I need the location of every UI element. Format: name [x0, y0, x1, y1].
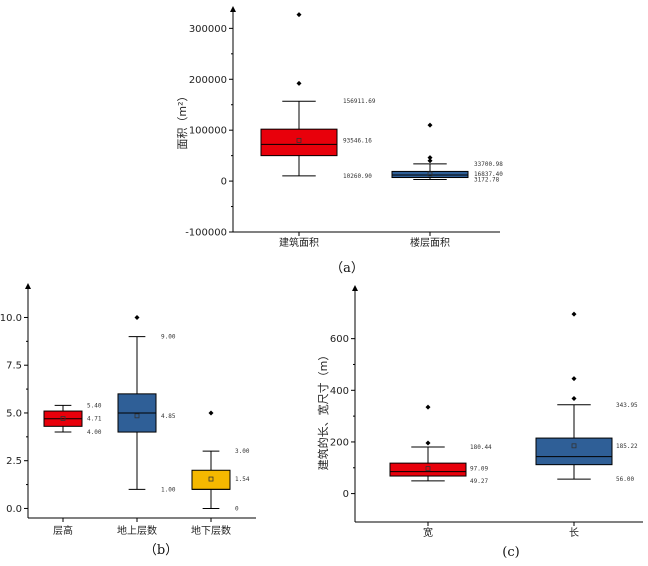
- label-lower-whisker: 10260.90: [343, 173, 372, 180]
- category-label: 地下层数: [191, 524, 231, 537]
- box-建筑面积: 建筑面积 156911.69 93546.16 10260.90: [260, 12, 376, 249]
- label-mean: 1.54: [235, 476, 250, 483]
- outlier-point: [296, 80, 302, 86]
- mean-marker: [208, 476, 214, 482]
- outlier-point: [296, 12, 302, 18]
- label-upper-whisker: 5.40: [87, 402, 102, 409]
- label-lower-whisker: 3172.78: [474, 176, 500, 183]
- mean-marker: [296, 137, 302, 143]
- panel-label: (c): [502, 545, 519, 560]
- label-upper-whisker: 180.44: [470, 444, 492, 451]
- category-label: 长: [569, 527, 579, 539]
- box-层高: 层高 5.40 4.71 4.00: [43, 402, 102, 537]
- mean-marker: [571, 443, 577, 449]
- label-upper-whisker: 343.95: [616, 402, 638, 409]
- label-mean: 93546.16: [343, 137, 372, 144]
- outlier-point: [571, 376, 577, 382]
- label-mean: 185.22: [616, 443, 638, 450]
- y-tick-label: 600: [330, 334, 349, 345]
- label-mean: 16837.40: [474, 171, 503, 178]
- iqr-box: [535, 437, 613, 466]
- label-mean: 97.09: [470, 466, 488, 473]
- y-tick-label: 2.5: [6, 456, 22, 467]
- mean-marker: [134, 413, 140, 419]
- box-地上层数: 地上层数 9.00 4.85 1.00: [117, 314, 176, 537]
- outlier-point: [425, 404, 431, 410]
- iqr-box: [391, 170, 469, 179]
- label-upper-whisker: 33700.98: [474, 161, 503, 168]
- label-lower-whisker: 0: [235, 505, 239, 512]
- panel-a: -100000 0 100000 200000 300000 面积（m²） 建筑面积 1569…: [176, 6, 503, 276]
- y-axis-arrow: [352, 285, 358, 291]
- y-axis-label: 建筑的长、宽尺寸（m）: [316, 350, 330, 471]
- y-tick-label: 0: [343, 489, 349, 500]
- mean-marker: [427, 171, 433, 177]
- category-label: 宽: [423, 526, 433, 539]
- category-label: 层高: [53, 524, 73, 537]
- y-tick-label: 200000: [189, 75, 227, 86]
- panel-label: （b）: [144, 543, 178, 558]
- panel-b: 0.0 2.5 5.0 7.5 10.0 层高 5.40 4.71 4.00 地上层数 9.00 4.…: [0, 283, 256, 558]
- outlier-point: [425, 440, 431, 446]
- label-upper-whisker: 9.00: [161, 334, 176, 341]
- label-lower-whisker: 1.00: [161, 486, 176, 493]
- panel-label: （a）: [330, 261, 364, 276]
- label-mean: 4.85: [161, 413, 176, 420]
- category-label: 建筑面积: [279, 236, 319, 249]
- category-label: 地上层数: [117, 524, 157, 537]
- outlier-point: [134, 314, 140, 320]
- outlier-point: [427, 122, 433, 128]
- outlier-point: [571, 311, 577, 317]
- box-长: 长 343.95 185.22 56.00: [535, 311, 638, 539]
- y-axis-label: 面积（m²）: [176, 90, 189, 149]
- y-tick-label: -100000: [185, 228, 227, 239]
- outlier-point: [427, 155, 433, 161]
- label-lower-whisker: 49.27: [470, 478, 488, 485]
- mean-marker: [60, 416, 66, 421]
- y-tick-label: 300000: [189, 24, 227, 35]
- outlier-point: [208, 410, 214, 416]
- label-mean: 4.71: [87, 415, 102, 422]
- y-tick-label: 200: [330, 437, 349, 448]
- y-tick-label: 0.0: [6, 504, 22, 515]
- y-tick-label: 100000: [189, 126, 227, 137]
- box-宽: 宽 180.44 97.09 49.27: [389, 404, 492, 539]
- label-lower-whisker: 4.00: [87, 429, 102, 436]
- category-label: 楼层面积: [410, 236, 450, 249]
- iqr-box: [191, 469, 231, 490]
- y-tick-label: 400: [330, 386, 349, 397]
- mean-marker: [425, 466, 431, 471]
- outlier-point: [571, 396, 577, 402]
- y-tick-label: 5.0: [6, 408, 22, 419]
- iqr-box: [389, 462, 467, 477]
- label-lower-whisker: 56.00: [616, 476, 634, 483]
- y-tick-label: 7.5: [6, 361, 22, 372]
- y-tick-label: 10.0: [0, 313, 22, 324]
- label-upper-whisker: 3.00: [235, 448, 250, 455]
- y-axis-arrow: [230, 6, 236, 12]
- y-axis-arrow: [25, 283, 31, 289]
- label-upper-whisker: 156911.69: [343, 98, 376, 105]
- box-地下层数: 地下层数 3.00 1.54 0: [191, 410, 250, 537]
- outlier-point: [427, 158, 433, 164]
- y-tick-label: 0: [221, 177, 227, 188]
